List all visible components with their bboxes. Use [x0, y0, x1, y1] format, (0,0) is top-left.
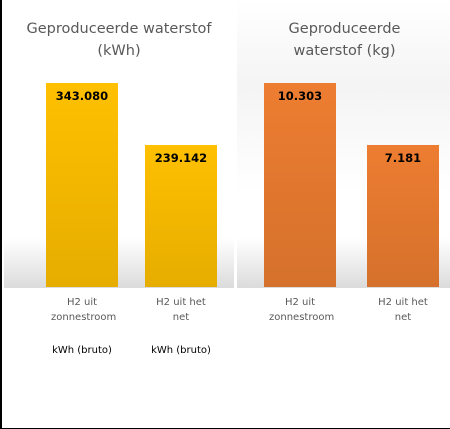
- bar: [46, 83, 118, 287]
- bar: [367, 144, 439, 287]
- data-label: 7.181: [384, 150, 422, 165]
- data-label: 239.142: [154, 150, 208, 165]
- bar: [264, 83, 336, 287]
- chart-panel: Geproduceerde waterstof (kWh) 343.080 H2 …: [4, 0, 234, 428]
- x-tick-label: H2 uit het net: [156, 297, 206, 323]
- chart-title: Geproduceerde waterstof (kWh): [26, 21, 212, 59]
- x-tick-label: H2 uit het net: [378, 297, 428, 323]
- x-sublabel: kWh (bruto): [52, 345, 112, 356]
- x-sublabel: kWh (bruto): [151, 345, 211, 356]
- chart-panel: Geproduceerde waterstof (kg) 10.303 H2 ui…: [237, 0, 450, 428]
- data-label: 10.303: [277, 89, 323, 103]
- data-label: 343.080: [55, 89, 109, 103]
- x-tick-label: H2 uit zonnestroom: [51, 297, 117, 323]
- chart-title: Geproduceerde waterstof (kg): [288, 21, 401, 59]
- bar: [145, 144, 217, 287]
- x-tick-label: H2 uit zonnestroom: [269, 297, 335, 323]
